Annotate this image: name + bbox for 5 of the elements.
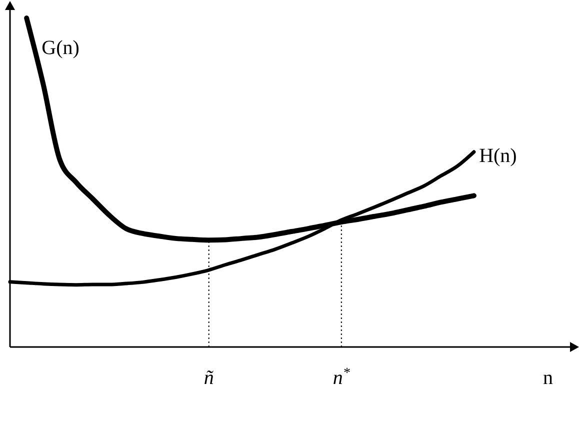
series-label: G(n) [42, 37, 80, 59]
x-axis-title: n [543, 367, 553, 389]
x-tick-label: ñ [204, 367, 214, 389]
x-tick-label: n$^{*}$ [332, 366, 350, 389]
series-label: H(n) [479, 144, 517, 167]
